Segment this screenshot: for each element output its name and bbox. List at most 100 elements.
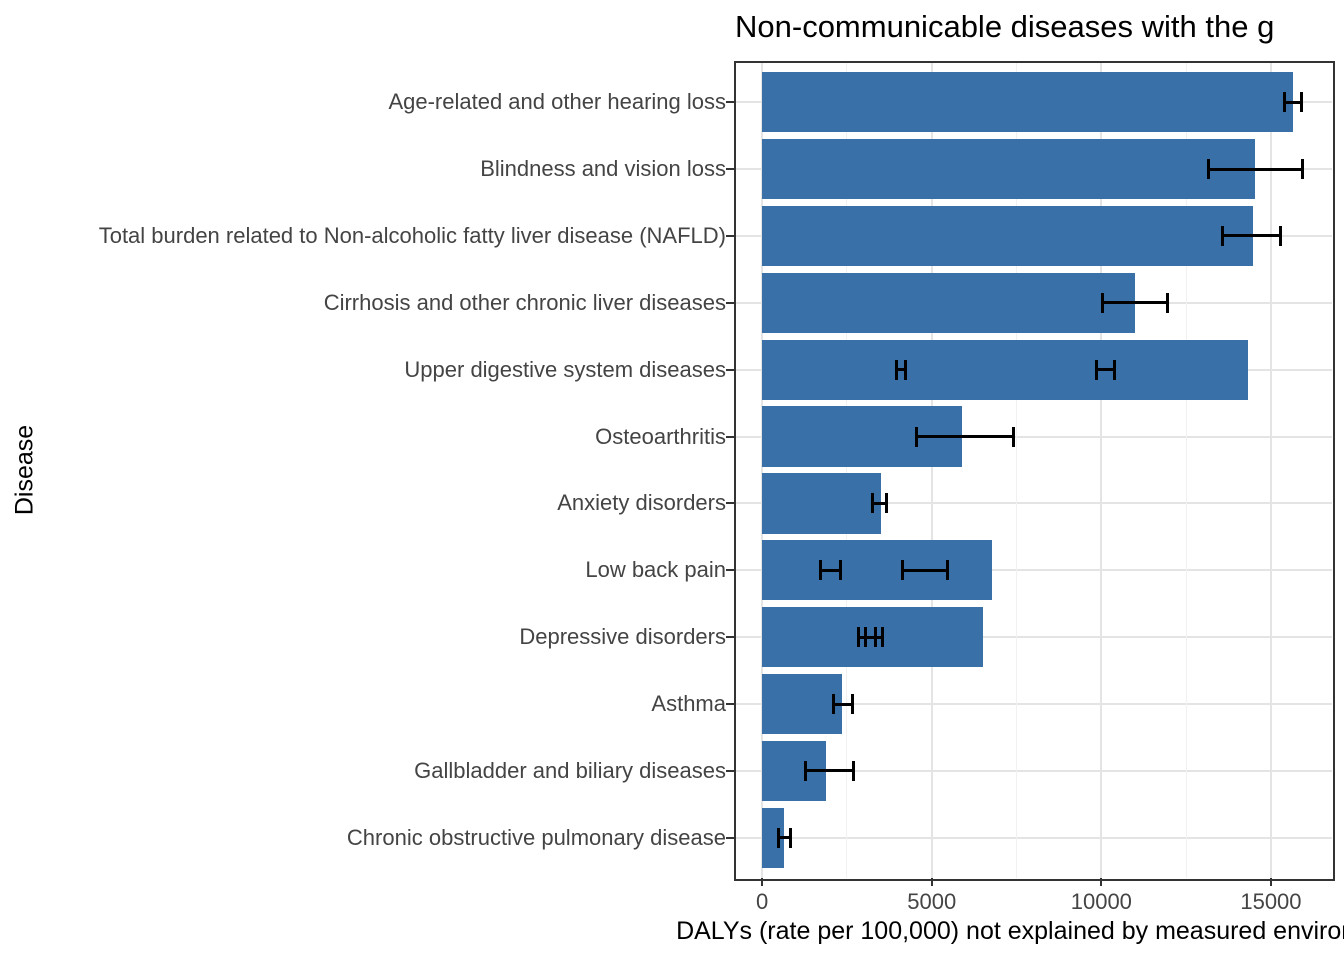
bar [762,674,843,735]
error-bar-line [833,702,852,706]
h-gridline [735,502,1332,505]
error-bar-cap [856,627,860,648]
error-bar-cap [803,760,807,781]
error-bar-cap [863,627,867,648]
plot-panel [735,62,1332,878]
error-bar-cap [885,493,889,514]
error-bar-cap [776,827,780,848]
error-bar-cap [838,560,842,581]
error-bar-cap [1300,92,1304,113]
x-tick-label: 10000 [1070,889,1132,914]
y-axis-label: Upper digestive system diseases [404,356,726,382]
error-bar-line [872,501,887,505]
bar [762,272,1135,333]
y-tick-mark [726,368,735,371]
x-tick-label: 0 [756,889,769,914]
bar [762,339,1248,400]
y-axis-label: Chronic obstructive pulmonary disease [346,824,726,850]
error-bar-cap [1283,92,1287,113]
error-bar-cap [1278,225,1282,246]
x-tick-label: 15000 [1240,889,1302,914]
y-tick-mark [726,234,735,237]
bar [762,72,1293,133]
h-gridline [735,769,1332,772]
v-minor-gridline [846,62,848,878]
y-tick-mark [726,168,735,171]
y-tick-mark [726,636,735,639]
y-axis-label: Osteoarthritis [595,423,726,449]
error-bar-line [896,368,906,372]
y-axis-label: Low back pain [585,557,726,583]
y-tick-mark [726,703,735,706]
h-gridline [735,569,1332,572]
bar [762,138,1255,200]
y-tick-mark [726,502,735,505]
error-bar-line [1208,167,1303,171]
x-tick-mark [930,878,933,886]
v-minor-gridline [1185,62,1187,878]
y-tick-mark [726,836,735,839]
v-major-gridline [761,62,764,878]
y-axis-label: Anxiety disorders [557,490,726,516]
y-tick-mark [726,101,735,104]
y-tick-mark [726,301,735,304]
error-bar-line [820,568,841,572]
error-bar-cap [1113,359,1117,380]
error-bar-cap [894,359,898,380]
error-bar-cap [904,359,908,380]
h-gridline [735,435,1332,438]
error-bar-line [916,435,1014,439]
x-tick-label: 5000 [907,889,957,914]
x-axis-title: DALYs (rate per 100,000) not explained b… [676,917,1344,945]
error-bar-line [1096,368,1115,372]
y-tick-mark [726,769,735,772]
x-tick-mark [1100,878,1103,886]
error-bar-cap [1011,426,1015,447]
y-axis-label: Asthma [651,691,726,717]
bar [762,473,882,534]
error-bar-cap [870,493,874,514]
v-major-gridline [1269,62,1272,878]
error-bar-line [805,769,854,773]
h-gridline [735,636,1332,639]
error-bar-cap [945,560,949,581]
y-axis-label: Total burden related to Non-alcoholic fa… [98,222,726,248]
error-bar-line [1102,301,1168,305]
chart-title: Non-communicable diseases with the g [735,9,1275,44]
error-bar-cap [1207,159,1211,180]
x-tick-mark [1269,878,1272,886]
error-bar-line [865,635,883,639]
h-gridline [735,703,1332,706]
y-axis-title: Disease [10,424,39,516]
y-axis-label: Depressive disorders [519,624,726,650]
error-bar-cap [1100,292,1104,313]
error-bar-line [778,836,791,840]
bar [762,807,785,868]
error-bar-line [1222,234,1281,238]
error-bar-cap [1165,292,1169,313]
error-bar-cap [831,694,835,715]
v-major-gridline [1100,62,1103,878]
error-bar-cap [880,627,884,648]
error-bar-cap [851,760,855,781]
bar [762,540,993,601]
y-tick-mark [726,435,735,438]
error-bar-cap [788,827,792,848]
y-axis-label: Cirrhosis and other chronic liver diseas… [323,289,726,315]
y-tick-mark [726,569,735,572]
error-bar-cap [1220,225,1224,246]
x-tick-mark [761,878,764,886]
h-gridline [735,836,1332,839]
error-bar-cap [914,426,918,447]
error-bar-cap [850,694,854,715]
error-bar-cap [818,560,822,581]
v-minor-gridline [1016,62,1018,878]
y-axis-label: Gallbladder and biliary diseases [414,757,726,783]
error-bar-line [1284,100,1302,104]
error-bar-line [902,568,947,572]
error-bar-cap [900,560,904,581]
y-axis-label: Age-related and other hearing loss [388,89,726,115]
bar [762,205,1253,266]
v-major-gridline [930,62,933,878]
